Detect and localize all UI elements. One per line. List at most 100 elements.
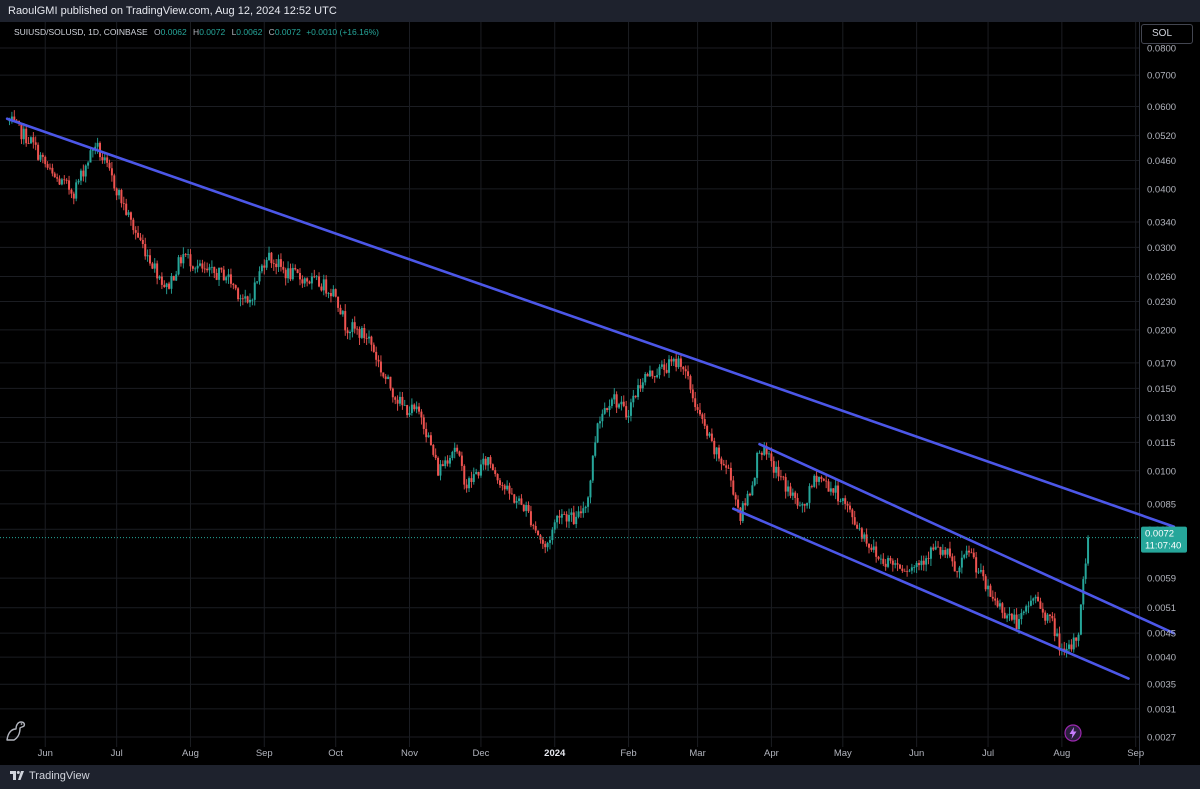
trendlines[interactable] bbox=[5, 117, 1176, 680]
time-tick-label: Dec bbox=[472, 748, 489, 759]
price-tick-label: 0.0600 bbox=[1147, 102, 1176, 113]
candle bbox=[168, 283, 171, 289]
candle bbox=[672, 358, 675, 362]
candle bbox=[465, 484, 468, 489]
candle bbox=[1010, 613, 1013, 620]
tradingview-brand[interactable]: TradingView bbox=[10, 770, 90, 782]
candle bbox=[439, 464, 442, 476]
candle bbox=[356, 328, 359, 330]
price-axis[interactable]: 0.0800 0.0700 0.0600 0.0520 0.0460 0.0400 0.03… bbox=[1147, 44, 1176, 744]
candle bbox=[541, 539, 544, 544]
candle bbox=[746, 493, 749, 506]
candle bbox=[594, 442, 597, 456]
candle bbox=[46, 164, 49, 168]
candle bbox=[22, 128, 25, 140]
candle bbox=[77, 180, 80, 183]
candle bbox=[989, 585, 992, 597]
candle bbox=[220, 267, 223, 270]
lightning-bolt-icon[interactable] bbox=[1064, 724, 1082, 742]
candle bbox=[979, 570, 982, 572]
candle bbox=[446, 460, 449, 464]
candle bbox=[944, 550, 947, 555]
legend-high-label: H bbox=[193, 27, 199, 37]
candle bbox=[118, 190, 121, 196]
candle bbox=[708, 433, 711, 436]
candle bbox=[270, 252, 273, 264]
candle bbox=[275, 263, 278, 268]
candle bbox=[389, 376, 392, 389]
candle bbox=[784, 477, 787, 492]
candle bbox=[584, 506, 587, 509]
candle bbox=[139, 237, 142, 240]
candle bbox=[720, 458, 723, 464]
candle bbox=[301, 279, 304, 284]
candle bbox=[1048, 614, 1051, 616]
candle bbox=[913, 566, 916, 568]
time-axis[interactable]: Jun Jul Aug Sep Oct Nov Dec 2024 Feb Mar Apr May Jun… bbox=[38, 748, 1145, 759]
candle bbox=[448, 457, 451, 464]
compare-symbol-badge[interactable]: SOL bbox=[1141, 24, 1193, 44]
candle bbox=[770, 453, 773, 462]
candle bbox=[1087, 537, 1090, 564]
candle bbox=[960, 557, 963, 568]
candle bbox=[832, 488, 835, 493]
candle bbox=[527, 505, 530, 512]
candle bbox=[144, 244, 147, 257]
candle bbox=[932, 547, 935, 550]
trendline-channel-lower[interactable] bbox=[732, 507, 1130, 680]
candle bbox=[365, 338, 368, 339]
candle bbox=[1065, 648, 1068, 652]
dinosaur-icon[interactable] bbox=[3, 718, 29, 744]
candle bbox=[829, 488, 832, 492]
candle bbox=[744, 503, 747, 506]
candle bbox=[113, 175, 116, 189]
candle bbox=[472, 474, 475, 482]
candle bbox=[934, 546, 937, 550]
candle bbox=[582, 508, 585, 514]
candle bbox=[325, 279, 328, 294]
candle bbox=[627, 415, 630, 418]
price-tick-label: 0.0520 bbox=[1147, 131, 1176, 142]
trendline-channel-upper[interactable] bbox=[758, 442, 1176, 635]
candle bbox=[1039, 601, 1042, 609]
candle bbox=[506, 485, 509, 490]
candle bbox=[634, 395, 637, 398]
time-tick-label: Sep bbox=[256, 748, 273, 759]
candle bbox=[982, 570, 985, 577]
candle bbox=[75, 182, 78, 199]
candle bbox=[475, 471, 478, 475]
candle bbox=[834, 485, 837, 493]
candle bbox=[34, 142, 37, 145]
candle bbox=[310, 276, 313, 284]
candle bbox=[241, 298, 244, 300]
candle bbox=[891, 560, 894, 565]
candle bbox=[948, 548, 951, 557]
price-chart[interactable]: 0.0800 0.0700 0.0600 0.0520 0.0460 0.0400 0.03… bbox=[0, 22, 1200, 765]
price-tick-label: 0.0300 bbox=[1147, 243, 1176, 254]
candle bbox=[229, 274, 232, 284]
candle bbox=[498, 480, 501, 486]
candle bbox=[820, 476, 823, 479]
candle bbox=[648, 370, 651, 377]
candle bbox=[115, 188, 118, 196]
candle bbox=[963, 554, 966, 558]
candle bbox=[844, 498, 847, 504]
candle bbox=[222, 269, 225, 281]
legend-low-value: 0.0062 bbox=[236, 27, 262, 37]
candle bbox=[396, 399, 399, 404]
candle bbox=[637, 385, 640, 398]
candle bbox=[89, 150, 92, 163]
candle bbox=[20, 123, 23, 140]
candle bbox=[298, 272, 301, 280]
candle bbox=[489, 457, 492, 465]
candle bbox=[360, 328, 363, 338]
candle bbox=[675, 358, 678, 368]
candle bbox=[760, 452, 763, 455]
candle bbox=[860, 528, 863, 539]
chart-grid bbox=[0, 22, 1139, 747]
candle bbox=[739, 507, 742, 522]
candle bbox=[103, 157, 106, 161]
candle bbox=[206, 268, 209, 271]
trendline-long-term-resistance[interactable] bbox=[5, 117, 1176, 528]
candle bbox=[101, 157, 104, 161]
